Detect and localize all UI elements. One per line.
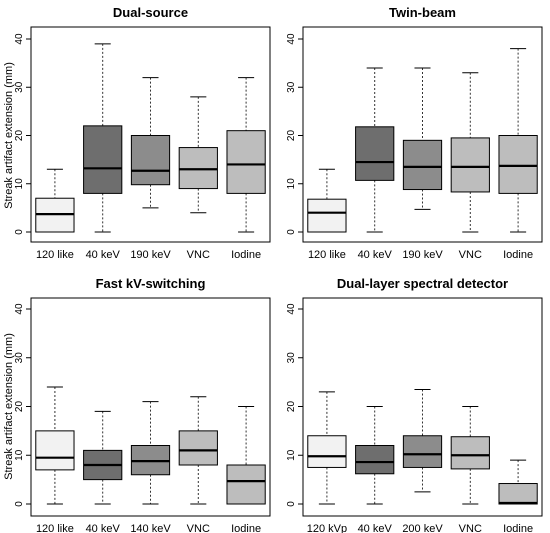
y-tick-label: 40 bbox=[14, 303, 25, 315]
x-category-label: VNC bbox=[187, 523, 210, 533]
y-tick-label: 0 bbox=[14, 501, 25, 507]
y-axis-label: Streak artifact extension (mm) bbox=[3, 62, 15, 209]
iqr-box bbox=[498, 483, 538, 505]
x-category-label: VNC bbox=[459, 249, 482, 261]
iqr-box bbox=[226, 464, 266, 505]
plot-frame bbox=[30, 26, 271, 243]
iqr-box bbox=[130, 135, 171, 186]
panel-title: Twin-beam bbox=[389, 5, 456, 20]
box-2: 40 keV bbox=[355, 406, 395, 533]
x-category-label: 200 keV bbox=[402, 523, 443, 533]
y-tick-label: 10 bbox=[14, 449, 25, 461]
y-tick-label: 0 bbox=[286, 501, 297, 507]
panel-4: Dual-layer spectral detector 0 10 20 30 40 120… bbox=[286, 276, 543, 533]
box-1: 120 like bbox=[35, 168, 75, 261]
y-tick-label: 30 bbox=[14, 352, 25, 364]
y-tick-label: 40 bbox=[286, 33, 297, 45]
panel-title: Fast kV-switching bbox=[96, 276, 206, 291]
iqr-box bbox=[498, 135, 538, 194]
box-4: VNC bbox=[178, 96, 218, 261]
box-1: 120 like bbox=[307, 168, 347, 261]
box-1: 120 kVp bbox=[307, 391, 347, 533]
box-3: 200 keV bbox=[402, 388, 443, 533]
iqr-box bbox=[402, 435, 443, 468]
plot-frame bbox=[302, 26, 543, 243]
y-axis-label: Streak artifact extension (mm) bbox=[3, 333, 15, 480]
y-tick-label: 20 bbox=[14, 401, 25, 413]
box-2: 40 keV bbox=[355, 67, 395, 261]
y-tick-label: 10 bbox=[286, 178, 297, 190]
box-4: VNC bbox=[178, 396, 218, 533]
box-2: 40 keV bbox=[83, 43, 123, 261]
iqr-box bbox=[226, 130, 266, 194]
panel-2: Twin-beam 0 10 20 30 40 120 like 40 keV 190 keV V… bbox=[286, 5, 543, 261]
iqr-box bbox=[178, 147, 218, 190]
box-4: VNC bbox=[450, 72, 490, 261]
box-5: Iodine bbox=[226, 406, 266, 533]
iqr-box bbox=[450, 137, 490, 193]
box-3: 140 keV bbox=[130, 401, 171, 533]
x-category-label: VNC bbox=[459, 523, 482, 533]
box-2: 40 keV bbox=[83, 410, 123, 533]
y-tick-label: 0 bbox=[14, 229, 25, 235]
panel-3: Fast kV-switching 0 10 20 30 40 Streak artifac… bbox=[3, 276, 271, 533]
iqr-box bbox=[178, 430, 218, 466]
y-tick-label: 10 bbox=[286, 449, 297, 461]
box-4: VNC bbox=[450, 406, 490, 533]
box-5: Iodine bbox=[498, 459, 538, 533]
x-category-label: 40 keV bbox=[86, 249, 121, 261]
panel-title: Dual-source bbox=[113, 5, 188, 20]
y-tick-label: 40 bbox=[286, 303, 297, 315]
iqr-box bbox=[450, 436, 490, 470]
x-category-label: 140 keV bbox=[130, 523, 171, 533]
x-category-label: 40 keV bbox=[358, 523, 393, 533]
x-category-label: Iodine bbox=[503, 523, 533, 533]
x-category-label: Iodine bbox=[231, 249, 261, 261]
x-category-label: 40 keV bbox=[358, 249, 393, 261]
iqr-box bbox=[35, 430, 75, 471]
box-5: Iodine bbox=[498, 48, 538, 261]
box-5: Iodine bbox=[226, 77, 266, 261]
y-tick-label: 0 bbox=[286, 229, 297, 235]
x-category-label: 120 like bbox=[36, 249, 74, 261]
box-3: 190 keV bbox=[130, 77, 171, 261]
x-category-label: 120 kVp bbox=[307, 523, 347, 533]
box-1: 120 like bbox=[35, 386, 75, 533]
x-category-label: 190 keV bbox=[402, 249, 443, 261]
y-tick-label: 20 bbox=[286, 401, 297, 413]
x-category-label: 190 keV bbox=[130, 249, 171, 261]
y-tick-label: 20 bbox=[286, 130, 297, 142]
x-category-label: 120 like bbox=[308, 249, 346, 261]
x-category-label: 40 keV bbox=[86, 523, 121, 533]
iqr-box bbox=[355, 445, 395, 475]
y-tick-label: 10 bbox=[14, 178, 25, 190]
iqr-box bbox=[402, 139, 443, 191]
panel-1: Dual-source 0 10 20 30 40 Streak artifact exte… bbox=[3, 5, 271, 261]
iqr-box bbox=[307, 198, 347, 233]
y-tick-label: 20 bbox=[14, 130, 25, 142]
x-category-label: Iodine bbox=[231, 523, 261, 533]
iqr-box bbox=[355, 126, 395, 181]
iqr-box bbox=[307, 435, 347, 468]
y-tick-label: 30 bbox=[14, 81, 25, 93]
panel-title: Dual-layer spectral detector bbox=[337, 276, 508, 291]
y-tick-label: 30 bbox=[286, 352, 297, 364]
x-category-label: 120 like bbox=[36, 523, 74, 533]
y-tick-label: 30 bbox=[286, 81, 297, 93]
y-tick-label: 40 bbox=[14, 33, 25, 45]
x-category-label: VNC bbox=[187, 249, 210, 261]
iqr-box bbox=[83, 125, 123, 194]
box-3: 190 keV bbox=[402, 67, 443, 261]
x-category-label: Iodine bbox=[503, 249, 533, 261]
